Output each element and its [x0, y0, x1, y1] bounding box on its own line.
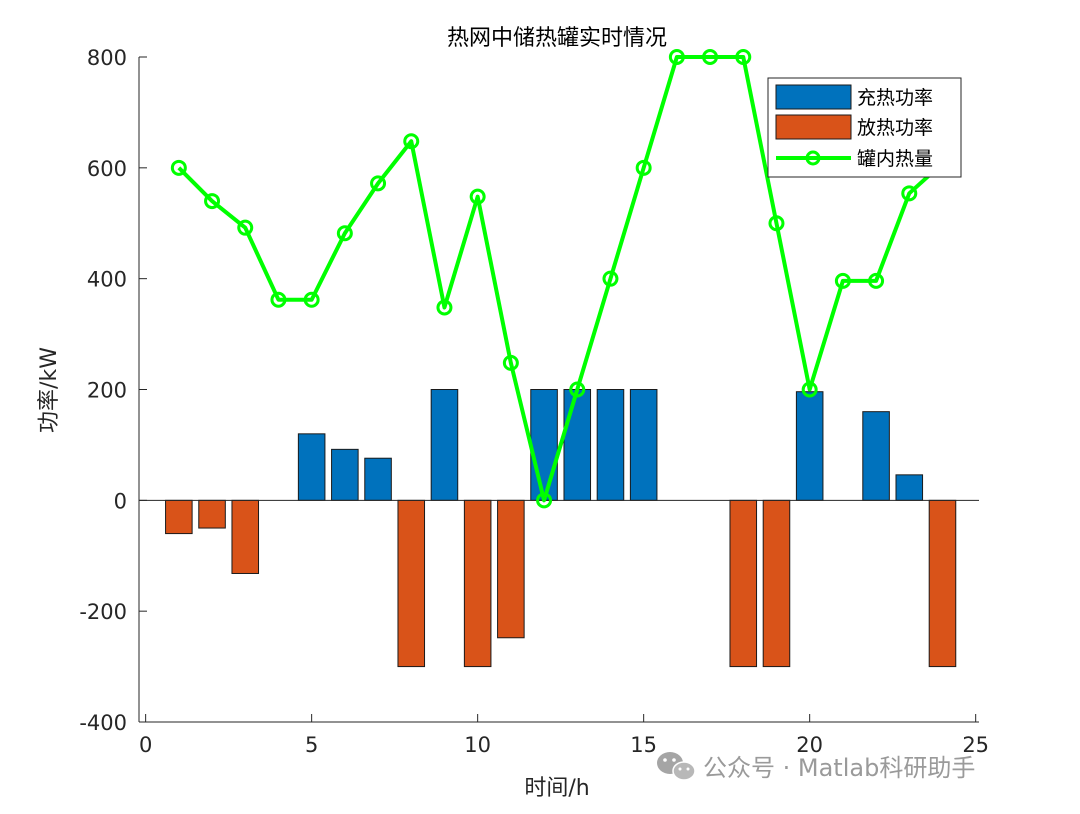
heat-point-2: [204, 193, 221, 210]
x-tick-label: 20: [796, 733, 823, 757]
bars-layer: [165, 389, 957, 668]
y-tick-label: 800: [87, 46, 127, 70]
wechat-icon: [657, 752, 696, 781]
heat-point-11: [502, 354, 519, 371]
heat-point-17: [702, 49, 719, 65]
bar-charge-9: [430, 389, 459, 501]
x-axis-title: 时间/h: [524, 776, 589, 801]
bar-charge-13: [563, 389, 592, 501]
heat-point-20: [801, 381, 818, 398]
heat-point-3: [237, 219, 254, 236]
heat-point-12: [536, 492, 553, 509]
ticks-layer: -400 -200 0 200 400 600 800 0 5 10 15 20 25: [79, 46, 989, 757]
watermark: 公众号 · Matlab科研助手: [657, 752, 975, 782]
legend: 充热功率 放热功率 罐内热量: [767, 77, 962, 178]
heat-point-8: [403, 133, 420, 150]
heat-point-22: [868, 272, 885, 289]
bar-discharge-24: [928, 499, 957, 668]
y-tick-label: 600: [87, 157, 127, 181]
x-tick-label: 25: [962, 733, 989, 757]
heat-point-9: [436, 299, 453, 316]
heat-point-4: [270, 291, 287, 308]
bar-charge-20: [795, 391, 824, 501]
bar-discharge-2: [198, 499, 226, 529]
bar-charge-7: [364, 457, 392, 501]
legend-marker-heat: [805, 150, 821, 166]
bar-charge-23: [895, 474, 924, 501]
bar-charge-12: [530, 389, 558, 501]
legend-swatch-discharge: [775, 114, 852, 140]
bar-discharge-18: [729, 499, 758, 668]
y-tick-label: 0: [114, 489, 127, 513]
bar-discharge-11: [497, 499, 525, 639]
bar-discharge-19: [762, 499, 791, 668]
bar-discharge-10: [463, 499, 492, 668]
bar-charge-15: [629, 389, 658, 501]
x-tick-label: 15: [630, 733, 657, 757]
heat-point-23: [901, 185, 918, 202]
chart-title: 热网中储热罐实时情况: [447, 26, 667, 51]
y-tick-label: -200: [79, 600, 127, 624]
bar-charge-6: [331, 448, 359, 501]
heat-point-1: [170, 159, 187, 176]
bar-charge-5: [297, 433, 326, 501]
y-tick-label: 200: [87, 379, 127, 403]
bar-charge-14: [596, 389, 625, 501]
heat-point-15: [635, 159, 652, 176]
heat-point-18: [735, 49, 752, 65]
bar-discharge-3: [231, 499, 260, 574]
y-tick-label: 400: [87, 268, 127, 292]
heat-point-14: [602, 270, 619, 287]
y-axis-title: 功率/kW: [37, 347, 62, 433]
legend-label-charge: 充热功率: [857, 87, 933, 109]
heat-point-5: [303, 291, 320, 308]
heat-point-13: [569, 381, 586, 398]
x-tick-label: 10: [464, 733, 491, 757]
heat-point-6: [336, 225, 353, 242]
legend-swatch-charge: [775, 84, 852, 110]
heat-point-7: [370, 175, 387, 192]
watermark-text: 公众号 · Matlab科研助手: [703, 754, 975, 782]
heat-point-21: [834, 272, 851, 289]
heat-point-19: [768, 215, 785, 232]
legend-label-discharge: 放热功率: [857, 117, 933, 139]
bar-discharge-8: [397, 499, 426, 668]
legend-label-heat: 罐内热量: [857, 148, 933, 170]
x-tick-label: 5: [305, 733, 318, 757]
y-tick-label: -400: [79, 711, 127, 735]
bar-discharge-1: [165, 499, 193, 535]
bar-charge-22: [862, 411, 890, 501]
x-tick-label: 0: [139, 733, 152, 757]
heat-point-10: [469, 188, 486, 205]
heat-point-16: [668, 49, 685, 65]
